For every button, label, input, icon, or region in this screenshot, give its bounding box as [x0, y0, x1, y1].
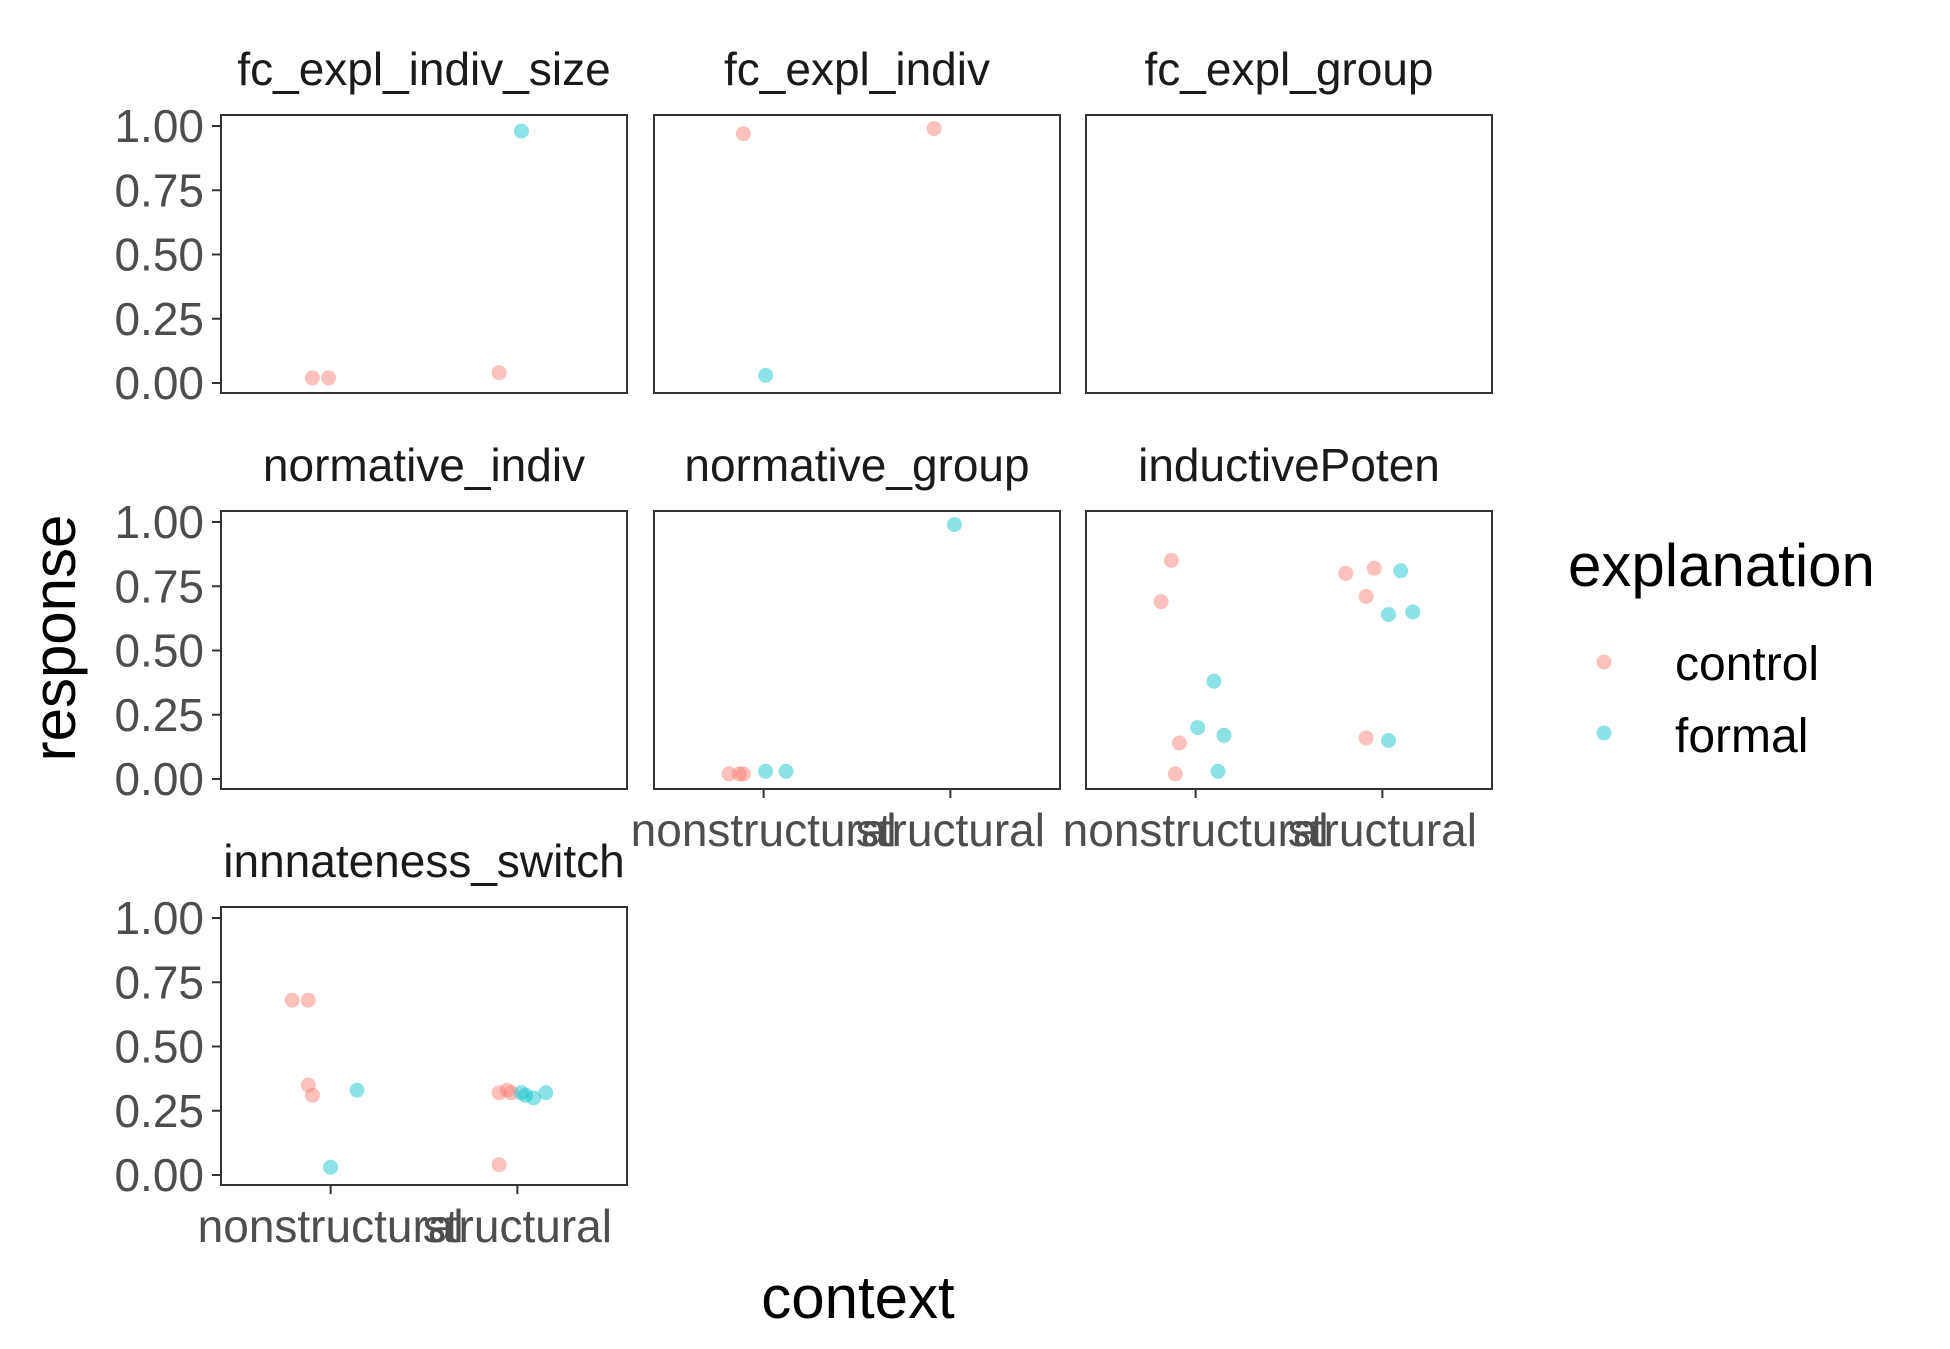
- data-point-control: [1167, 766, 1183, 782]
- data-point-formal: [1405, 604, 1421, 620]
- y-tick-label: 1.00: [114, 100, 204, 152]
- data-point-formal: [1190, 720, 1206, 736]
- x-tick-label: structural: [1288, 804, 1477, 856]
- y-tick-label: 0.75: [114, 956, 204, 1008]
- facet-strip-label: fc_expl_group: [1145, 43, 1434, 95]
- y-tick-label: 1.00: [114, 892, 204, 944]
- panel-frame: [653, 510, 1061, 790]
- facet-panel: normative_indiv 0.00 0.25 0.50 0.75 1.00: [114, 439, 628, 805]
- y-tick-label: 0.75: [114, 164, 204, 216]
- facet-strip-label: fc_expl_indiv_size: [237, 43, 610, 95]
- data-point-formal: [1206, 673, 1222, 689]
- facet-panels: fc_expl_indiv_size0.000.250.500.751.00fc…: [114, 43, 1493, 1252]
- y-tick-label: 0.50: [114, 229, 204, 281]
- data-point-control: [491, 365, 507, 381]
- data-point-control: [1358, 730, 1374, 746]
- legend-label-control: control: [1675, 638, 1819, 691]
- facet-strip-label: fc_expl_indiv: [724, 43, 990, 95]
- x-tick-label: structural: [856, 804, 1045, 856]
- data-point-formal: [513, 123, 529, 139]
- data-point-formal: [946, 517, 962, 533]
- facet-panel: innnateness_switch 0.00 0.25 0.50 0.75 1.00 no…: [114, 835, 628, 1252]
- data-point-formal: [518, 1087, 533, 1103]
- panel-frame: [1085, 510, 1493, 790]
- data-point-formal: [1393, 563, 1409, 579]
- data-point-control: [1338, 565, 1354, 581]
- data-point-control: [491, 1157, 507, 1173]
- facet-strip-label: normative_indiv: [263, 439, 585, 491]
- panel-frame: [220, 906, 628, 1186]
- panel-frame: [220, 510, 628, 790]
- data-point-control: [499, 1082, 515, 1098]
- legend-key-control: [1596, 654, 1612, 670]
- y-tick-label: 0.75: [114, 560, 204, 612]
- panel-frame: [1085, 114, 1493, 394]
- data-point-control: [300, 1077, 316, 1093]
- y-tick-label: 0.25: [114, 293, 204, 345]
- x-axis-title: context: [761, 1264, 955, 1331]
- data-point-control: [1163, 553, 1179, 568]
- y-tick-label: 0.50: [114, 1021, 204, 1073]
- facet-strip-label: normative_group: [684, 439, 1029, 491]
- data-point-control: [721, 766, 737, 782]
- x-tick-label: structural: [423, 1200, 612, 1252]
- y-tick-label: 0.00: [114, 1149, 204, 1201]
- x-tick-label: nonstructural: [1063, 804, 1329, 856]
- panel-frame: [653, 114, 1061, 394]
- data-point-control: [1171, 735, 1187, 751]
- facet-panel: fc_expl_group: [1085, 43, 1493, 394]
- facet-panel: fc_expl_indiv: [653, 43, 1061, 394]
- y-tick-label: 0.50: [114, 625, 204, 677]
- data-point-formal: [1381, 733, 1396, 748]
- data-point-formal: [513, 1085, 529, 1101]
- x-tick-label: nonstructural: [198, 1200, 464, 1252]
- y-tick-label: 0.00: [114, 357, 204, 409]
- data-point-control: [300, 992, 316, 1008]
- data-point-control: [735, 766, 751, 782]
- data-point-control: [926, 121, 942, 137]
- data-point-control: [1153, 594, 1169, 610]
- data-point-control: [731, 766, 747, 782]
- y-tick-label: 0.25: [114, 1085, 204, 1137]
- data-point-control: [321, 370, 337, 386]
- y-tick-label: 1.00: [114, 496, 204, 548]
- data-point-formal: [323, 1159, 339, 1175]
- legend-title: explanation: [1568, 532, 1875, 599]
- y-tick-label: 0.00: [114, 753, 204, 805]
- y-tick-label: 0.25: [114, 689, 204, 741]
- data-point-formal: [758, 763, 774, 779]
- data-point-formal: [758, 367, 774, 383]
- data-point-formal: [538, 1085, 554, 1101]
- data-point-control: [503, 1085, 519, 1101]
- panel-frame: [220, 114, 628, 394]
- data-point-control: [304, 370, 320, 386]
- facet-strip-label: innnateness_switch: [223, 835, 624, 887]
- data-point-control: [491, 1085, 507, 1101]
- data-point-control: [1366, 560, 1382, 576]
- legend-label-formal: formal: [1675, 710, 1808, 763]
- data-point-control: [1358, 589, 1374, 604]
- data-point-control: [735, 126, 751, 142]
- data-point-formal: [778, 763, 794, 779]
- y-axis-title: response: [21, 515, 88, 762]
- data-point-control: [304, 1087, 320, 1103]
- facet-panel: fc_expl_indiv_size 0.00 0.25 0.50 0.75 1.00: [114, 43, 628, 409]
- data-point-formal: [349, 1082, 365, 1098]
- data-point-formal: [1216, 727, 1232, 743]
- data-point-control: [284, 992, 300, 1008]
- data-point-formal: [526, 1090, 542, 1106]
- legend: explanation control formal: [1568, 532, 1875, 763]
- legend-key-formal: [1596, 725, 1612, 741]
- data-point-formal: [1210, 763, 1226, 779]
- facet-strip-label: inductivePoten: [1138, 439, 1440, 491]
- data-point-formal: [1381, 607, 1396, 622]
- x-tick-label: nonstructural: [631, 804, 897, 856]
